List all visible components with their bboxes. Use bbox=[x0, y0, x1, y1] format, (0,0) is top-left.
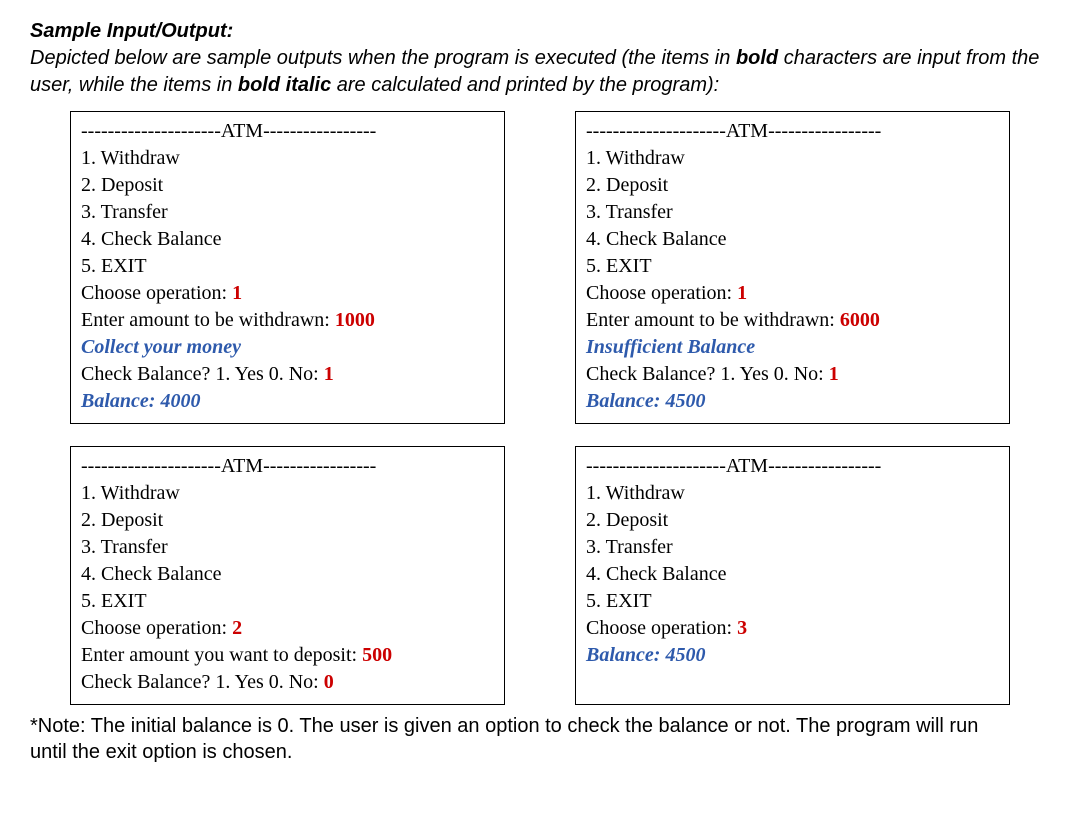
intro-bold-2: bold italic bbox=[238, 74, 331, 96]
atm-header: ---------------------ATM----------------… bbox=[586, 453, 999, 480]
footnote: *Note: The initial balance is 0. The use… bbox=[30, 713, 1050, 765]
choose-line: Choose operation: 2 bbox=[81, 615, 494, 642]
check-balance-line: Check Balance? 1. Yes 0. No: 0 bbox=[81, 669, 494, 696]
check-balance-line: Check Balance? 1. Yes 0. No: 1 bbox=[586, 361, 999, 388]
menu-item: 4. Check Balance bbox=[81, 561, 494, 588]
choose-prompt: Choose operation: bbox=[586, 282, 737, 304]
panels-grid: ---------------------ATM----------------… bbox=[30, 111, 1050, 705]
choose-line: Choose operation: 1 bbox=[586, 280, 999, 307]
menu-item: 4. Check Balance bbox=[586, 226, 999, 253]
atm-header: ---------------------ATM----------------… bbox=[81, 118, 494, 145]
balance-label: Balance: bbox=[586, 390, 665, 412]
menu-item: 1. Withdraw bbox=[81, 145, 494, 172]
deposit-prompt: Enter amount you want to deposit: bbox=[81, 644, 362, 666]
user-input: 1 bbox=[232, 282, 242, 304]
atm-header: ---------------------ATM----------------… bbox=[81, 453, 494, 480]
balance-label: Balance: bbox=[586, 644, 665, 666]
output-panel-4: ---------------------ATM----------------… bbox=[575, 446, 1010, 705]
user-input: 500 bbox=[362, 644, 392, 666]
withdraw-prompt: Enter amount to be withdrawn: bbox=[81, 309, 335, 331]
balance-label: Balance: bbox=[81, 390, 160, 412]
balance-output: Balance: 4500 bbox=[586, 388, 999, 415]
check-balance-line: Check Balance? 1. Yes 0. No: 1 bbox=[81, 361, 494, 388]
check-balance-prompt: Check Balance? 1. Yes 0. No: bbox=[81, 671, 324, 693]
menu-item: 2. Deposit bbox=[586, 507, 999, 534]
withdraw-prompt: Enter amount to be withdrawn: bbox=[586, 309, 840, 331]
menu-item: 4. Check Balance bbox=[81, 226, 494, 253]
menu-item: 3. Transfer bbox=[81, 534, 494, 561]
choose-prompt: Choose operation: bbox=[81, 617, 232, 639]
menu-item: 2. Deposit bbox=[81, 507, 494, 534]
user-input: 3 bbox=[737, 617, 747, 639]
intro-bold-1: bold bbox=[736, 47, 778, 69]
menu-item: 5. EXIT bbox=[586, 253, 999, 280]
output-panel-1: ---------------------ATM----------------… bbox=[70, 111, 505, 424]
intro-text: are calculated and printed by the progra… bbox=[331, 74, 719, 96]
output-panel-2: ---------------------ATM----------------… bbox=[575, 111, 1010, 424]
check-balance-prompt: Check Balance? 1. Yes 0. No: bbox=[81, 363, 324, 385]
intro-bold-italic: bold italic bbox=[238, 74, 331, 96]
section-title: Sample Input/Output: bbox=[30, 20, 1050, 43]
menu-item: 5. EXIT bbox=[81, 588, 494, 615]
balance-value: 4500 bbox=[665, 390, 705, 412]
menu-item: 2. Deposit bbox=[81, 172, 494, 199]
program-output: Insufficient Balance bbox=[586, 334, 999, 361]
menu-item: 3. Transfer bbox=[586, 534, 999, 561]
user-input: 2 bbox=[232, 617, 242, 639]
menu-item: 3. Transfer bbox=[81, 199, 494, 226]
user-input: 1000 bbox=[335, 309, 375, 331]
intro-paragraph: Depicted below are sample outputs when t… bbox=[30, 45, 1050, 99]
user-input: 6000 bbox=[840, 309, 880, 331]
choose-line: Choose operation: 3 bbox=[586, 615, 999, 642]
user-input: 1 bbox=[829, 363, 839, 385]
menu-item: 3. Transfer bbox=[586, 199, 999, 226]
output-panel-3: ---------------------ATM----------------… bbox=[70, 446, 505, 705]
amount-line: Enter amount you want to deposit: 500 bbox=[81, 642, 494, 669]
balance-value: 4500 bbox=[665, 644, 705, 666]
amount-line: Enter amount to be withdrawn: 6000 bbox=[586, 307, 999, 334]
user-input: 1 bbox=[737, 282, 747, 304]
choose-prompt: Choose operation: bbox=[81, 282, 232, 304]
menu-item: 1. Withdraw bbox=[586, 480, 999, 507]
intro-text: Depicted below are sample outputs when t… bbox=[30, 47, 736, 69]
choose-prompt: Choose operation: bbox=[586, 617, 737, 639]
user-input: 1 bbox=[324, 363, 334, 385]
menu-item: 4. Check Balance bbox=[586, 561, 999, 588]
menu-item: 1. Withdraw bbox=[586, 145, 999, 172]
menu-item: 1. Withdraw bbox=[81, 480, 494, 507]
user-input: 0 bbox=[324, 671, 334, 693]
balance-value: 4000 bbox=[160, 390, 200, 412]
atm-header: ---------------------ATM----------------… bbox=[586, 118, 999, 145]
amount-line: Enter amount to be withdrawn: 1000 bbox=[81, 307, 494, 334]
menu-item: 5. EXIT bbox=[586, 588, 999, 615]
check-balance-prompt: Check Balance? 1. Yes 0. No: bbox=[586, 363, 829, 385]
program-output: Collect your money bbox=[81, 334, 494, 361]
choose-line: Choose operation: 1 bbox=[81, 280, 494, 307]
menu-item: 2. Deposit bbox=[586, 172, 999, 199]
menu-item: 5. EXIT bbox=[81, 253, 494, 280]
balance-output: Balance: 4500 bbox=[586, 642, 999, 669]
balance-output: Balance: 4000 bbox=[81, 388, 494, 415]
